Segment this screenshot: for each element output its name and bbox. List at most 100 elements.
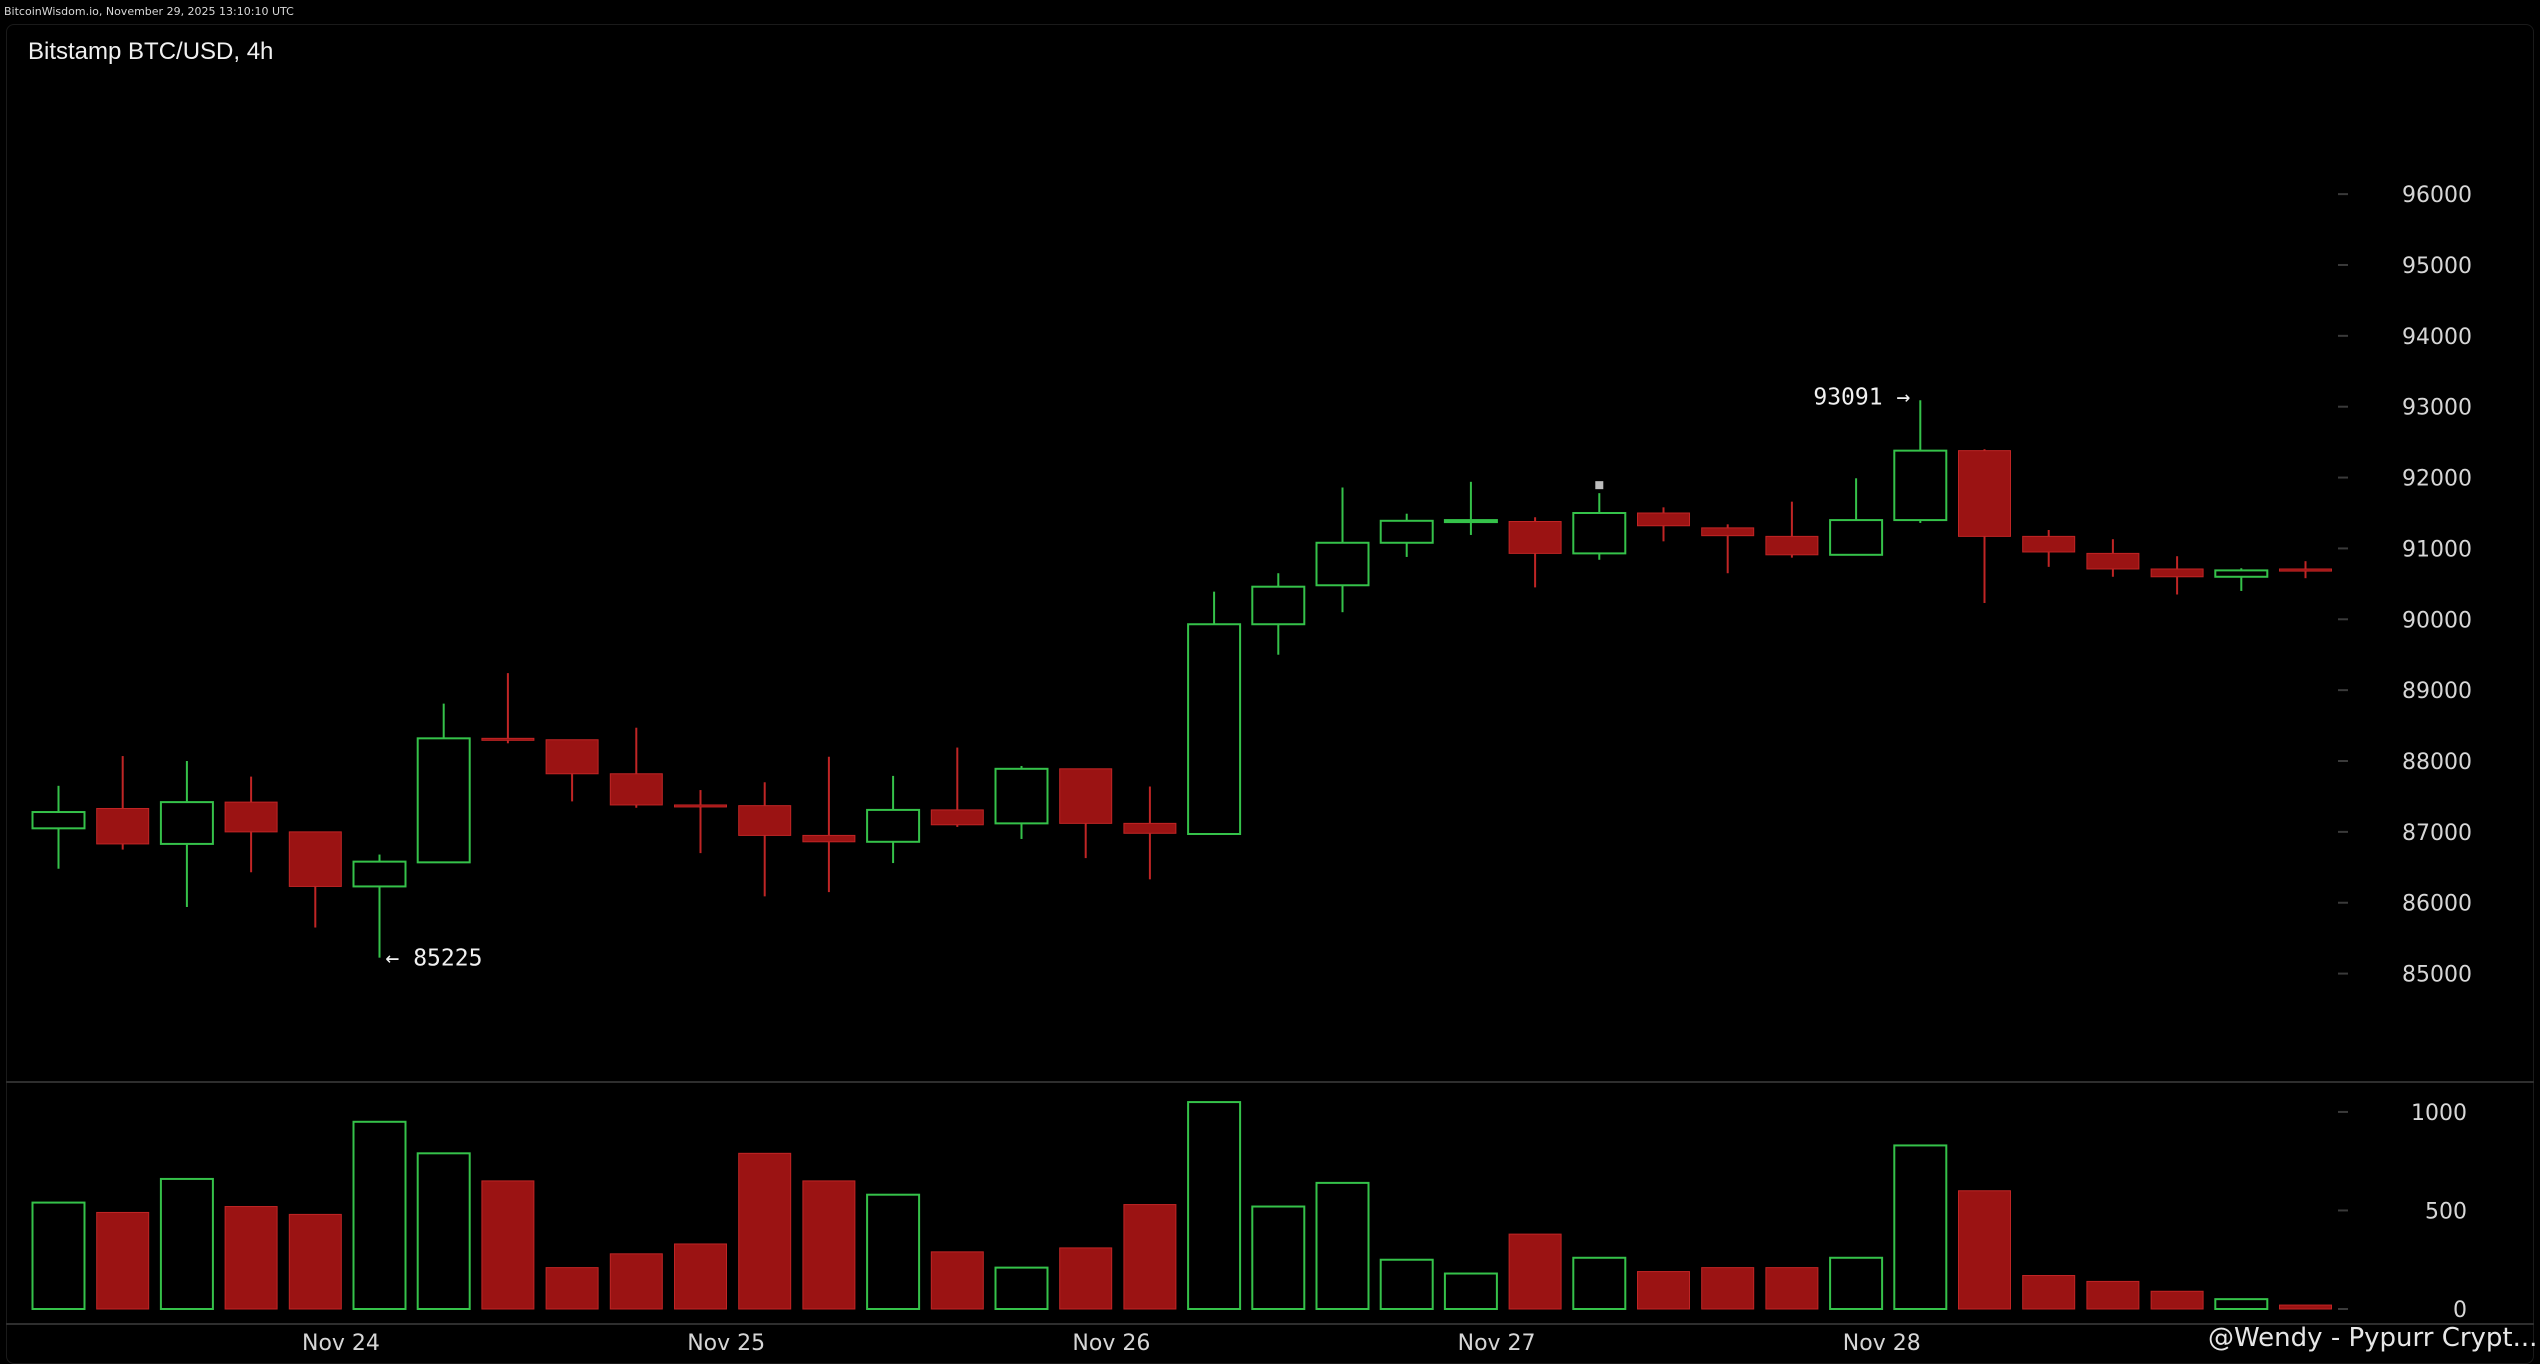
candle-11 [738,782,792,897]
candle-body [2279,568,2332,572]
candle-body [1958,450,2011,537]
candle-32 [2086,539,2140,577]
date-tick-label: Nov 25 [687,1331,765,1356]
volume-bar [481,1180,535,1310]
candle-body [481,737,535,741]
candle-33 [2150,556,2204,595]
candle-1 [96,756,150,850]
author-watermark: @Wendy - Pypurr Crypt... [2208,1323,2538,1353]
candle-9 [609,727,663,808]
volume-bar [802,1180,856,1310]
candle-body [545,739,599,775]
candle-body [1059,768,1113,824]
candle-7 [481,673,535,744]
volume-bar [2150,1290,2204,1310]
volume-bar [1508,1233,1562,1310]
volume-bar [1829,1256,1884,1310]
volume-bar [545,1267,599,1310]
candle-body [866,808,921,843]
price-tick-label: 94000 [2402,325,2472,350]
volume-bar [1251,1205,1306,1311]
volume-axis: 0 500 1000 [2338,1101,2467,1323]
volume-bar [288,1213,342,1310]
candle-body [609,773,663,806]
price-tick-label: 95000 [2402,254,2472,279]
candle-body [2150,568,2204,578]
price-tick-label: 93000 [2402,396,2472,421]
date-tick-label: Nov 24 [302,1331,380,1356]
volume-bar [994,1266,1049,1310]
candle-0 [31,785,86,869]
date-tick-label: Nov 27 [1458,1331,1536,1356]
candle-body [1508,520,1562,554]
candle-body [96,807,150,845]
volume-bar [930,1251,984,1310]
candle-body [802,834,856,843]
candle-31 [2022,530,2076,567]
price-tick-label: 87000 [2402,821,2472,846]
candle-3 [224,776,278,873]
volume-bar [31,1201,86,1311]
candle-body [31,811,86,830]
date-tick-label: Nov 28 [1843,1331,1921,1356]
price-tick-label: 90000 [2402,608,2472,633]
volume-bar [1572,1256,1627,1310]
candle-20 [1315,487,1370,613]
source-timestamp: BitcoinWisdom.io, November 29, 2025 13:1… [4,5,294,18]
date-tick-label: Nov 26 [1072,1331,1150,1356]
candle-35 [2279,561,2332,579]
price-tick-label: 89000 [2402,679,2472,704]
candle-body [1765,535,1819,556]
candle-body [738,805,792,836]
chart-title: Bitstamp BTC/USD, 4h [28,38,274,65]
volume-bar [738,1152,792,1310]
volume-bar [1187,1101,1242,1310]
candle-34 [2214,568,2269,591]
price-tick-label: 85000 [2402,963,2472,988]
candle-body [288,831,342,887]
volume-tick-label: 0 [2453,1298,2467,1323]
volume-tick-label: 1000 [2411,1101,2467,1126]
volume-bar [866,1193,921,1311]
volume-bar [224,1206,278,1310]
candle-body [224,801,278,833]
volume-bar [674,1243,727,1310]
candle-28 [1829,478,1884,556]
candle-8 [545,739,599,802]
candle-19 [1251,573,1306,655]
candle-body [1443,519,1498,524]
candle-18 [1187,591,1242,835]
volume-bar [352,1120,407,1311]
volume-bar [416,1152,471,1310]
candle-24 [1572,493,1627,560]
candle-22 [1443,481,1498,535]
price-axis: 85000 86000 87000 88000 89000 90000 91000 92000… [2338,183,2472,988]
volume-bar [1765,1267,1819,1310]
volume-tick-label: 500 [2425,1199,2467,1224]
volume-bar [2279,1304,2332,1310]
marker-dot [1595,481,1604,490]
candle-12 [802,756,856,893]
volume-bar [609,1253,663,1310]
volume-bar [1315,1181,1370,1310]
candle-body [1637,512,1690,527]
volume-bar [1701,1267,1755,1310]
volume-bar [96,1211,150,1310]
price-tick-label: 96000 [2402,183,2472,208]
candle-body [1893,449,1948,522]
volume-bar [1637,1271,1690,1310]
panel-separator [6,1081,2534,1325]
volume-bar [1443,1272,1498,1311]
candle-body [1379,519,1434,544]
candle-2 [159,761,214,907]
price-annotation: 93091 → [1813,384,1910,410]
candle-6 [416,703,471,864]
price-annotation: ← 85225 [386,946,483,972]
price-tick-label: 88000 [2402,750,2472,775]
candle-body [1187,623,1242,835]
price-tick-label: 86000 [2402,892,2472,917]
candle-body [2214,569,2269,578]
candlestick-series [31,400,2332,958]
candle-body [159,801,214,845]
